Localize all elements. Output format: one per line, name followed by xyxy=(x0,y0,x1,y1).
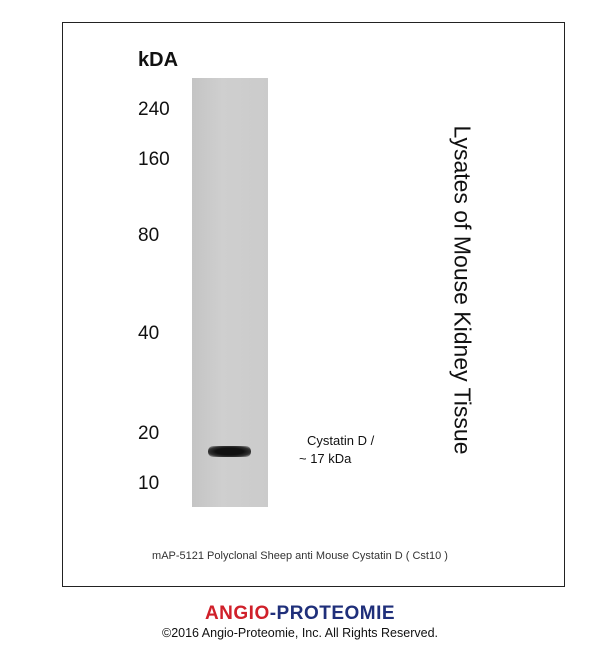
blot-lane xyxy=(192,78,268,507)
protein-band xyxy=(208,446,251,457)
logo-dash: - xyxy=(269,603,277,624)
logo-part2: PROTEOMIE xyxy=(276,603,396,624)
caption: mAP-5121 Polyclonal Sheep anti Mouse Cys… xyxy=(152,550,448,562)
band-label: Cystatin D / ~ 17 kDa xyxy=(299,432,374,468)
logo-part1: ANGIO xyxy=(204,603,270,624)
unit-label: kDA xyxy=(138,49,179,71)
sample-label: Lysates of Mouse Kidney Tissue xyxy=(449,125,476,455)
marker-240: 240 xyxy=(138,99,170,120)
band-label-size: ~ 17 kDa xyxy=(299,451,352,466)
band-label-name: Cystatin D / xyxy=(307,433,375,448)
marker-160: 160 xyxy=(138,149,170,170)
figure-frame xyxy=(62,22,565,587)
copyright: ©2016 Angio-Proteomie, Inc. All Rights R… xyxy=(161,626,439,640)
marker-40: 40 xyxy=(138,323,160,344)
company-logo: ANGIO-PROTEOMIE xyxy=(0,603,600,625)
marker-20: 20 xyxy=(138,423,160,444)
marker-80: 80 xyxy=(138,225,160,246)
marker-10: 10 xyxy=(138,473,160,494)
